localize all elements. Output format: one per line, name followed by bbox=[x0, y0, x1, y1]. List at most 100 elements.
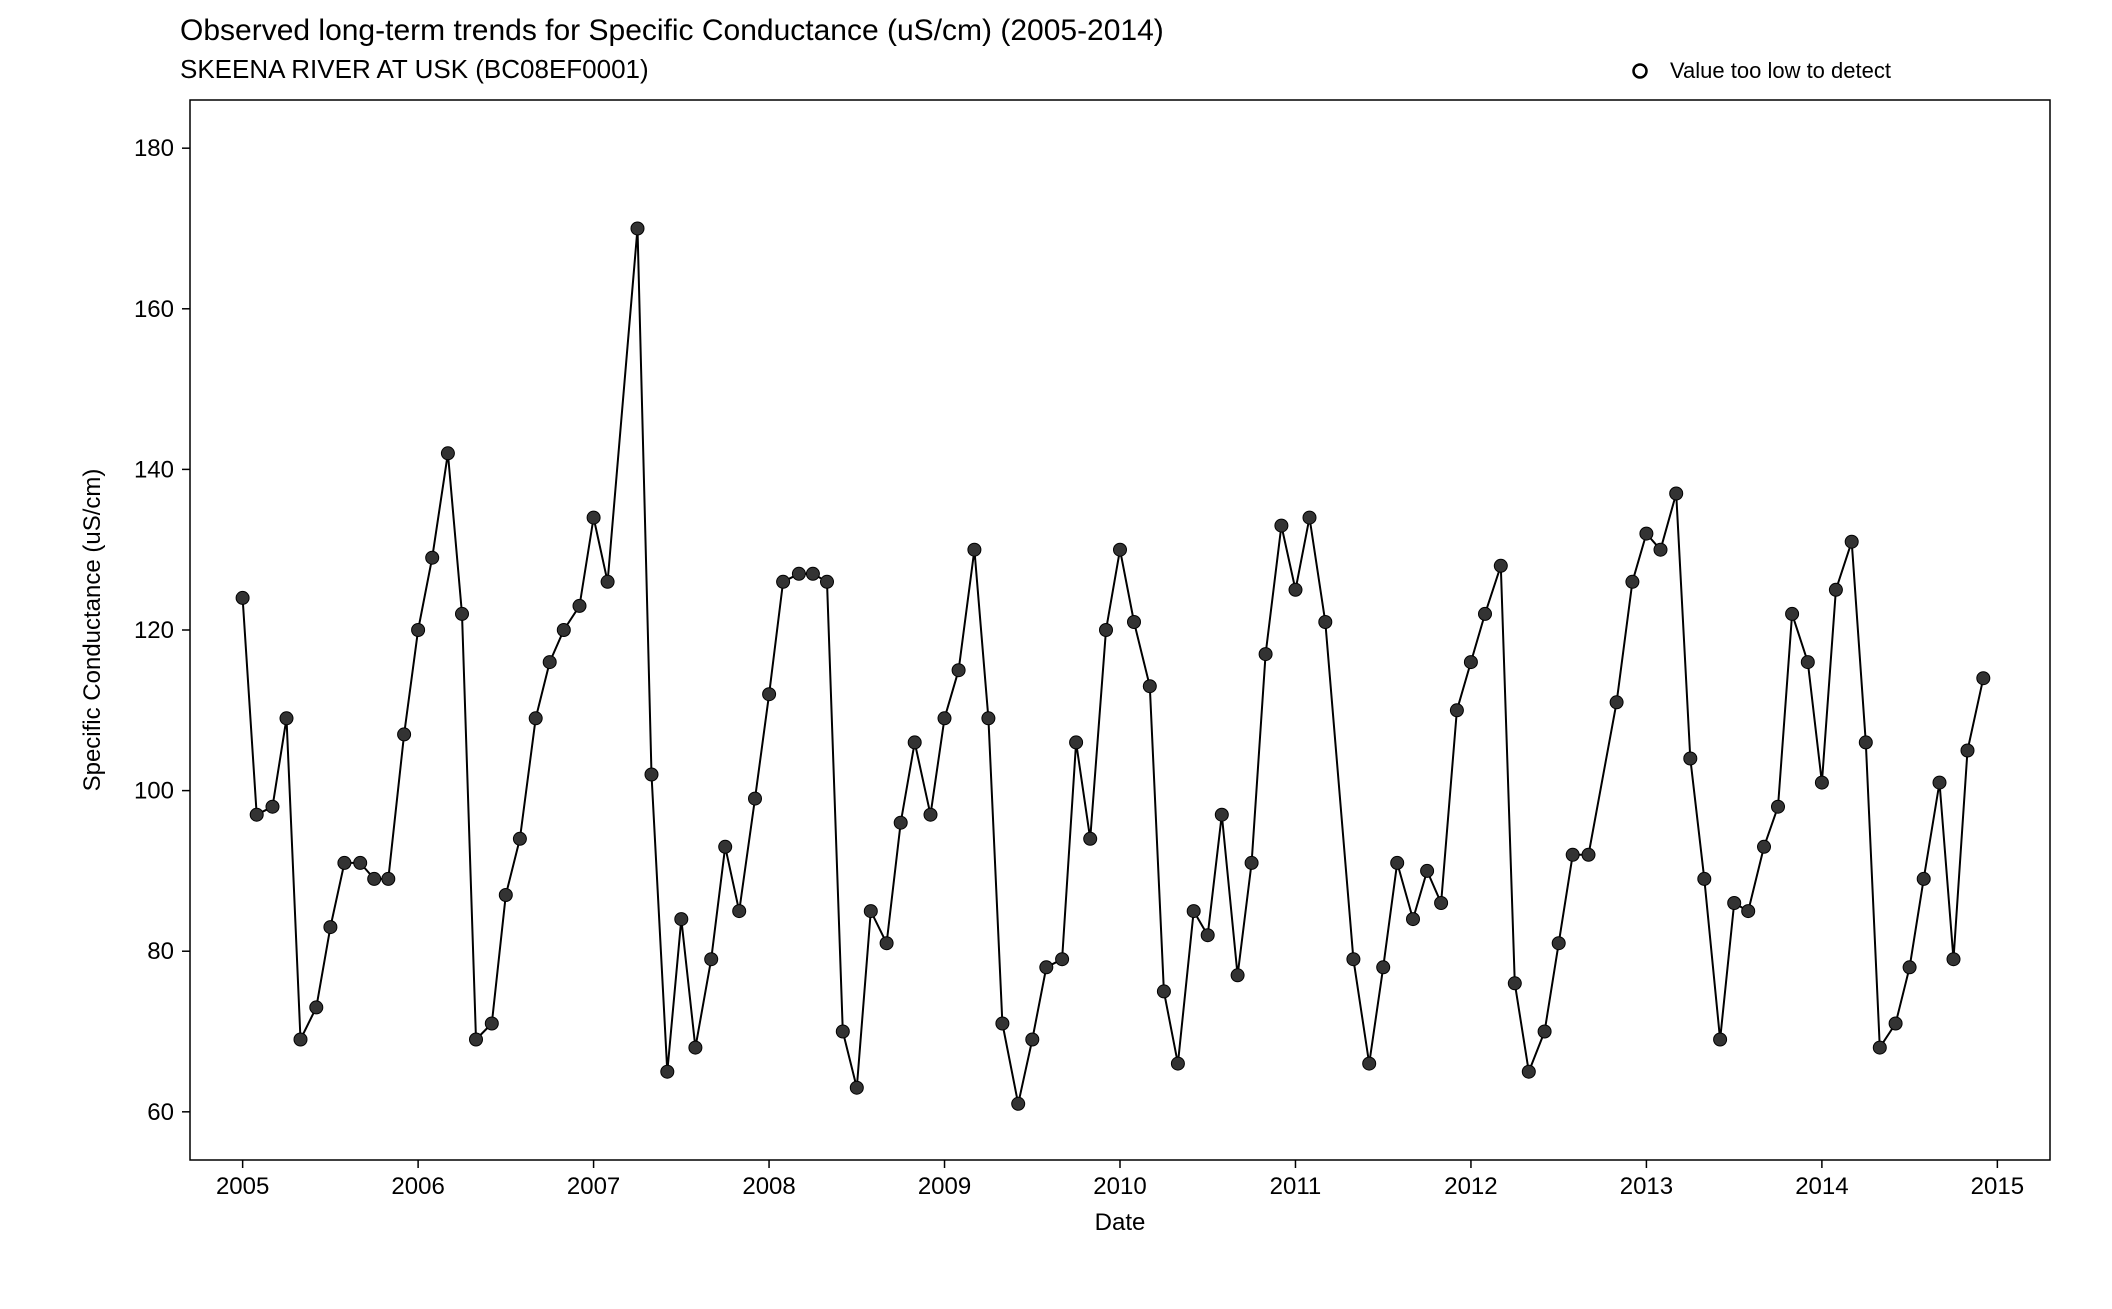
x-tick-label: 2012 bbox=[1444, 1173, 1497, 1200]
data-point bbox=[1801, 656, 1814, 669]
data-point bbox=[1040, 961, 1053, 974]
data-point bbox=[806, 567, 819, 580]
data-point bbox=[1377, 961, 1390, 974]
data-point bbox=[1435, 897, 1448, 910]
data-point bbox=[1873, 1041, 1886, 1054]
data-point bbox=[1479, 607, 1492, 620]
data-point bbox=[1889, 1017, 1902, 1030]
data-point bbox=[836, 1025, 849, 1038]
data-point bbox=[1538, 1025, 1551, 1038]
data-point bbox=[1566, 848, 1579, 861]
data-point bbox=[1231, 969, 1244, 982]
data-point bbox=[908, 736, 921, 749]
data-point bbox=[1728, 897, 1741, 910]
data-point bbox=[382, 872, 395, 885]
data-point bbox=[894, 816, 907, 829]
data-point bbox=[1640, 527, 1653, 540]
x-tick-label: 2011 bbox=[1270, 1173, 1322, 1200]
data-point bbox=[1421, 864, 1434, 877]
data-point bbox=[1391, 856, 1404, 869]
data-point bbox=[1610, 696, 1623, 709]
y-tick-label: 120 bbox=[134, 617, 174, 644]
data-point bbox=[1815, 776, 1828, 789]
data-point bbox=[485, 1017, 498, 1030]
data-point bbox=[1259, 648, 1272, 661]
x-tick-label: 2015 bbox=[1971, 1173, 2024, 1200]
data-point bbox=[368, 872, 381, 885]
data-point bbox=[631, 222, 644, 235]
data-point bbox=[1698, 872, 1711, 885]
x-tick-label: 2009 bbox=[918, 1173, 971, 1200]
data-point bbox=[1859, 736, 1872, 749]
data-point bbox=[763, 688, 776, 701]
data-point bbox=[412, 624, 425, 637]
data-point bbox=[456, 607, 469, 620]
data-point bbox=[1772, 800, 1785, 813]
data-point bbox=[1114, 543, 1127, 556]
y-tick-label: 160 bbox=[134, 296, 174, 323]
data-point bbox=[266, 800, 279, 813]
data-point bbox=[924, 808, 937, 821]
data-point bbox=[513, 832, 526, 845]
data-point bbox=[1742, 905, 1755, 918]
data-point bbox=[1508, 977, 1521, 990]
chart-svg: Observed long-term trends for Specific C… bbox=[0, 0, 2112, 1309]
data-point bbox=[310, 1001, 323, 1014]
data-point bbox=[1670, 487, 1683, 500]
data-point bbox=[864, 905, 877, 918]
data-point bbox=[661, 1065, 674, 1078]
x-axis-ticks: 2005200620072008200920102011201220132014… bbox=[216, 1160, 2024, 1200]
data-point bbox=[1347, 953, 1360, 966]
data-point bbox=[236, 591, 249, 604]
data-point bbox=[573, 599, 586, 612]
data-point bbox=[529, 712, 542, 725]
data-point bbox=[338, 856, 351, 869]
legend-label: Value too low to detect bbox=[1670, 58, 1891, 83]
data-point bbox=[689, 1041, 702, 1054]
data-point bbox=[587, 511, 600, 524]
y-tick-label: 100 bbox=[134, 778, 174, 805]
data-point bbox=[1407, 913, 1420, 926]
data-point bbox=[719, 840, 732, 853]
data-point bbox=[1829, 583, 1842, 596]
data-point bbox=[1450, 704, 1463, 717]
data-point bbox=[1289, 583, 1302, 596]
data-point bbox=[1171, 1057, 1184, 1070]
y-axis-ticks: 6080100120140160180 bbox=[134, 135, 190, 1126]
data-point bbox=[938, 712, 951, 725]
data-point bbox=[1552, 937, 1565, 950]
data-point bbox=[601, 575, 614, 588]
data-point bbox=[982, 712, 995, 725]
data-point bbox=[880, 937, 893, 950]
plot-panel: 6080100120140160180 20052006200720082009… bbox=[134, 100, 2050, 1200]
data-point bbox=[645, 768, 658, 781]
data-point bbox=[749, 792, 762, 805]
data-point bbox=[354, 856, 367, 869]
data-point bbox=[1582, 848, 1595, 861]
data-point bbox=[294, 1033, 307, 1046]
chart-title: Observed long-term trends for Specific C… bbox=[180, 14, 1164, 47]
data-point bbox=[557, 624, 570, 637]
data-point bbox=[1319, 616, 1332, 629]
data-point bbox=[250, 808, 263, 821]
data-point bbox=[1187, 905, 1200, 918]
data-point bbox=[996, 1017, 1009, 1030]
data-point bbox=[1056, 953, 1069, 966]
y-tick-label: 180 bbox=[134, 135, 174, 162]
data-point bbox=[1845, 535, 1858, 548]
data-point bbox=[675, 913, 688, 926]
data-point bbox=[1933, 776, 1946, 789]
data-point bbox=[733, 905, 746, 918]
data-point bbox=[1654, 543, 1667, 556]
x-tick-label: 2013 bbox=[1620, 1173, 1673, 1200]
data-point bbox=[1303, 511, 1316, 524]
series-line bbox=[243, 229, 1984, 1104]
data-point bbox=[1201, 929, 1214, 942]
data-point bbox=[1245, 856, 1258, 869]
y-tick-label: 60 bbox=[147, 1099, 174, 1126]
data-point bbox=[324, 921, 337, 934]
data-point bbox=[1157, 985, 1170, 998]
data-point bbox=[543, 656, 556, 669]
data-point bbox=[1128, 616, 1141, 629]
data-point bbox=[499, 889, 512, 902]
